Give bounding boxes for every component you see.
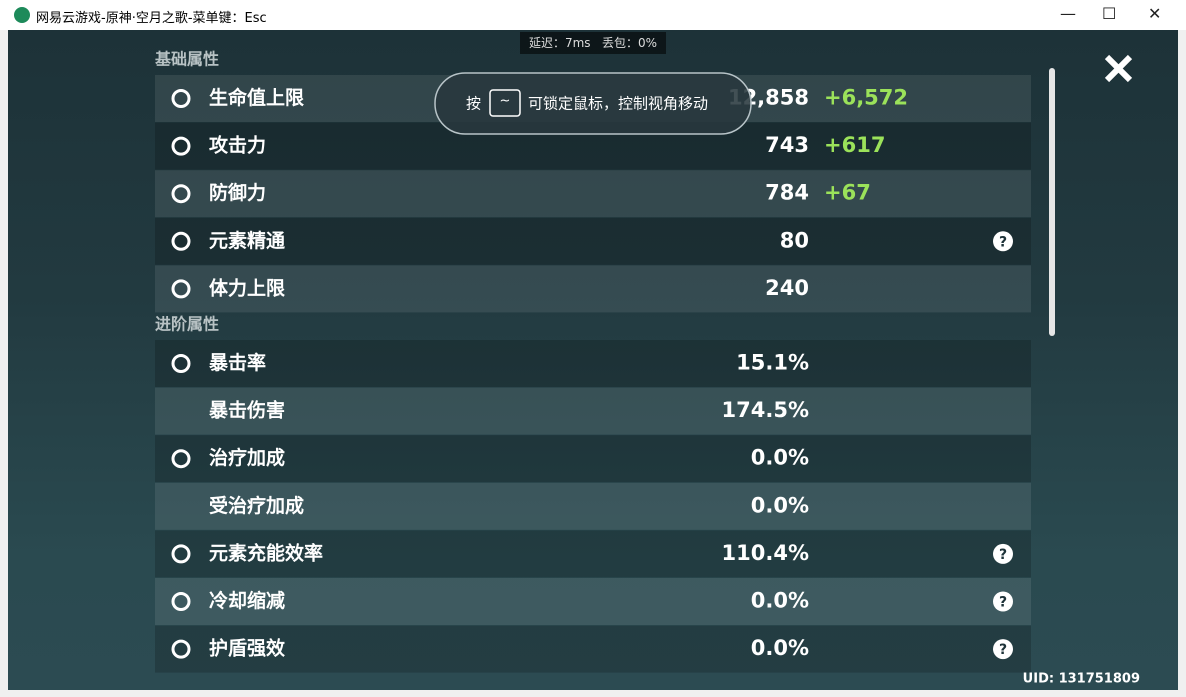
stat-label: 治疗加成 — [209, 446, 285, 469]
network-stats: 延迟：7ms 丢包：0% — [520, 32, 666, 54]
close-panel[interactable] — [1104, 54, 1133, 83]
stat-value: 0.0% — [751, 446, 809, 470]
stat-icon — [171, 136, 191, 156]
toast-text: 可锁定鼠标，控制视角移动 — [528, 95, 708, 113]
stat-label: 冷却缩减 — [209, 589, 285, 612]
stat-label: 元素充能效率 — [209, 541, 323, 564]
close[interactable]: ✕ — [1148, 4, 1162, 23]
stat-value: 784 — [765, 181, 809, 205]
stat-label: 暴击率 — [209, 351, 266, 374]
stat-row — [155, 387, 1031, 435]
help-icon[interactable] — [993, 543, 1013, 564]
stat-icon — [171, 184, 191, 204]
stat-value: 0.0% — [751, 589, 809, 613]
stat-row — [155, 625, 1031, 673]
uid: UID: 131751809 — [1023, 672, 1140, 687]
stat-value: 80 — [780, 228, 809, 252]
stat-icon — [171, 544, 191, 564]
latency: 延迟：7ms — [528, 36, 591, 50]
stat-value: 15.1% — [736, 351, 809, 375]
stat-label: 暴击伤害 — [209, 399, 285, 422]
game-area — [8, 30, 1178, 690]
stat-icon — [171, 354, 191, 373]
stat-icon — [171, 231, 191, 251]
help-mark[interactable]: ? — [999, 595, 1007, 611]
stat-row — [155, 170, 1031, 218]
section-title: 进阶属性 — [155, 315, 219, 334]
section-title: 基础属性 — [154, 50, 219, 69]
help-mark[interactable]: ? — [999, 642, 1007, 658]
stat-row — [155, 217, 1031, 265]
help-icon[interactable] — [993, 639, 1013, 660]
stat-icon — [171, 592, 191, 611]
toast-key: ~ — [500, 94, 511, 109]
maximize[interactable]: ☐ — [1102, 4, 1117, 23]
stat-icon — [171, 279, 191, 299]
stat-icon — [171, 449, 191, 469]
stat-icon — [171, 89, 191, 108]
stat-icon — [171, 639, 191, 659]
stat-label: 攻击力 — [209, 134, 266, 157]
title-bar: 网易云游戏-原神·空月之歌-菜单键：Esc — ☐ ✕ — [0, 0, 1186, 30]
stat-bonus: +617 — [824, 133, 885, 157]
help-icon[interactable] — [993, 231, 1013, 252]
stat-label: 受治疗加成 — [209, 494, 304, 517]
stat-row — [155, 578, 1031, 625]
stat-bonus: +67 — [824, 181, 871, 205]
toast-key-box — [489, 89, 521, 117]
stat-label: 元素精通 — [209, 229, 286, 252]
stat-label: 防御力 — [209, 181, 266, 204]
app-icon — [14, 7, 30, 23]
stat-value: 174.5% — [722, 398, 809, 422]
scrollbar[interactable] — [1049, 68, 1055, 336]
stat-value: 743 — [765, 133, 809, 157]
stat-bonus: +6,572 — [824, 86, 908, 110]
stat-row — [155, 435, 1031, 483]
stat-row — [155, 482, 1031, 530]
stat-value: 110.4% — [722, 541, 809, 565]
help-mark[interactable]: ? — [999, 234, 1007, 250]
toast-prefix: 按 — [466, 95, 481, 113]
toast — [434, 72, 752, 135]
window-title: 网易云游戏-原神·空月之歌-菜单键：Esc — [36, 11, 267, 26]
stat-label: 护盾强效 — [209, 637, 285, 660]
help-icon[interactable] — [993, 591, 1013, 612]
help-mark[interactable]: ? — [999, 547, 1007, 563]
stat-row — [155, 340, 1031, 387]
minimize[interactable]: — — [1060, 4, 1076, 23]
stat-label: 体力上限 — [209, 276, 285, 299]
stat-value: 240 — [765, 276, 809, 300]
stat-value: 0.0% — [751, 636, 809, 660]
loss: 丢包：0% — [601, 36, 658, 50]
stat-label: 生命值上限 — [209, 86, 304, 109]
stat-row — [155, 530, 1031, 578]
stat-value: 0.0% — [751, 493, 809, 517]
stat-row — [155, 265, 1031, 313]
